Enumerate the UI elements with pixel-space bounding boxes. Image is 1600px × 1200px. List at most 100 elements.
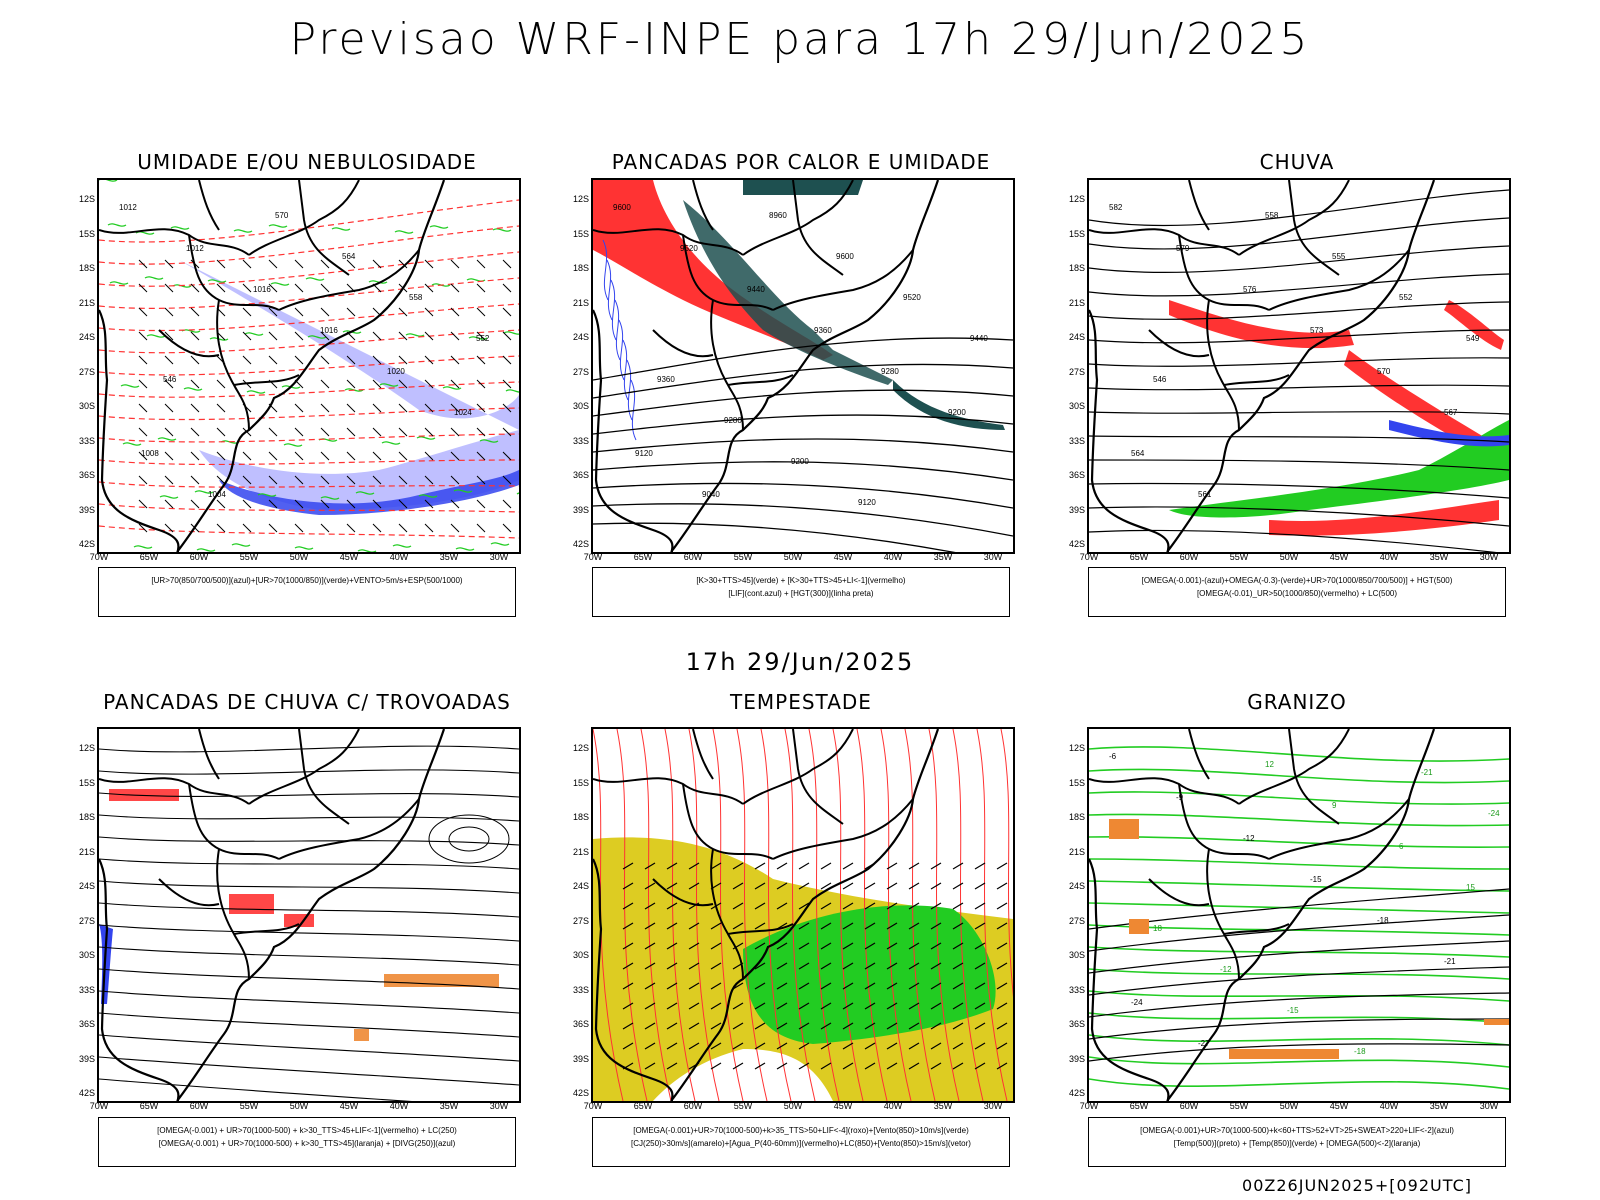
wind-vector [930, 962, 942, 970]
wind-vector [216, 499, 226, 509]
wind-vector [820, 982, 832, 990]
wind-vector [502, 283, 512, 293]
wind-vector [996, 1002, 1008, 1010]
wind-vector [688, 942, 700, 950]
wind-vector [974, 942, 986, 950]
legend-line: [OMEGA(-0.001)+UR>70(1000-500)+k<60+TTS>… [1140, 1126, 1454, 1135]
precipitable-water-contour [736, 729, 768, 1101]
lon-tick-label: 50W [1279, 552, 1299, 562]
contour-label: 8960 [769, 211, 787, 220]
precipitable-water-contour [904, 729, 936, 1101]
wind-vector [424, 427, 434, 437]
map-canvas: 1012 1012 1016 1016 1020 1024 1008 1004 570 564 55… [99, 180, 519, 552]
legend-line: [OMEGA(-0.001)-(azul)+OMEGA(-0.3)-(verde… [1141, 576, 1453, 585]
wind-vector [424, 475, 434, 485]
thickness-contour [99, 329, 519, 354]
wind-vector [164, 283, 174, 293]
lat-tick-label: 30S [572, 950, 589, 960]
political-border [1148, 878, 1210, 907]
wind-vector [190, 451, 200, 461]
hgt300-contour [593, 522, 956, 552]
humidity-1000-contour [418, 494, 438, 498]
political-border [772, 798, 914, 860]
wind-vector [216, 427, 226, 437]
humidity-1000-contour [257, 493, 277, 497]
lon-tick-label: 60W [683, 1101, 703, 1111]
political-border [216, 848, 250, 980]
political-border [1188, 729, 1210, 780]
thickness-contour [99, 433, 519, 443]
thickness-contour [99, 381, 519, 398]
hgt500-contour [1089, 435, 1509, 443]
wind-vector [320, 259, 330, 269]
humidity-1000-contour [392, 544, 412, 548]
wind-vector [242, 259, 252, 269]
temp500-contour [1089, 1018, 1509, 1040]
wind-vector [398, 403, 408, 413]
lat-tick-label: 21S [1068, 297, 1085, 308]
contour-label: 1008 [141, 449, 159, 458]
wind-vector [502, 475, 512, 485]
wind-vector [996, 1062, 1008, 1070]
wind-vector [372, 451, 382, 461]
wind-vector [644, 862, 656, 870]
precipitable-water-contour [832, 729, 864, 1101]
legend-line: [OMEGA(-0.001)+UR>70(1000-500)+k>35_TTS>… [633, 1126, 969, 1135]
wind-vector [164, 259, 174, 269]
lon-tick-label: 70W [583, 1101, 603, 1111]
wind-vector [820, 882, 832, 890]
lat-tick-label: 27S [1068, 915, 1085, 926]
thickness-contour [99, 225, 519, 265]
wind-vector [502, 379, 512, 389]
political-border [792, 180, 844, 276]
wind-vector [644, 882, 656, 890]
wind-vector [798, 1002, 810, 1010]
wind-vector [666, 902, 678, 910]
political-border [692, 729, 714, 780]
wind-vector [864, 1042, 876, 1050]
wind-vector [346, 331, 356, 341]
wind-vector [754, 862, 766, 870]
political-border [742, 180, 854, 256]
wind-vector [268, 427, 278, 437]
wind-vector [190, 523, 200, 533]
contour-label: 579 [1176, 244, 1190, 253]
lon-tick-label: 40W [1379, 1101, 1399, 1111]
wind-vector [398, 475, 408, 485]
lon-tick-label: 30W [1479, 1101, 1499, 1111]
wind-vector [754, 942, 766, 950]
wind-vector [502, 451, 512, 461]
wind-vector [908, 902, 920, 910]
political-border [727, 374, 794, 386]
political-border [99, 228, 250, 256]
contour-label: 9280 [724, 416, 742, 425]
humidity-500-area [219, 470, 519, 515]
wind-vector [996, 962, 1008, 970]
wind-vector [886, 982, 898, 990]
wind-vector [666, 962, 678, 970]
wind-vector [164, 499, 174, 509]
lat-tick-label: 24S [78, 881, 95, 891]
wind-vector [666, 922, 678, 930]
k-tts-area [683, 200, 893, 385]
wind-vector [974, 862, 986, 870]
wind-vector [398, 283, 408, 293]
lon-tick-label: 45W [833, 1101, 853, 1111]
temp850-contour [1089, 990, 1509, 1002]
thickness-contour [99, 525, 519, 539]
wind-vector [820, 1022, 832, 1030]
wind-vector [346, 403, 356, 413]
wind-vector [732, 1042, 744, 1050]
wind-vector [622, 1002, 634, 1010]
wind-vector [952, 922, 964, 930]
political-border [1288, 729, 1340, 825]
wind-vector [476, 403, 486, 413]
wind-vector [372, 499, 382, 509]
hgt500-contour [1089, 459, 1509, 471]
lon-tick-label: 35W [933, 1101, 953, 1111]
wind-vector [502, 403, 512, 413]
hgt500-contour [1089, 482, 1509, 499]
wind-vector [754, 1022, 766, 1030]
wind-vector [138, 355, 148, 365]
wind-vector [798, 1062, 810, 1070]
